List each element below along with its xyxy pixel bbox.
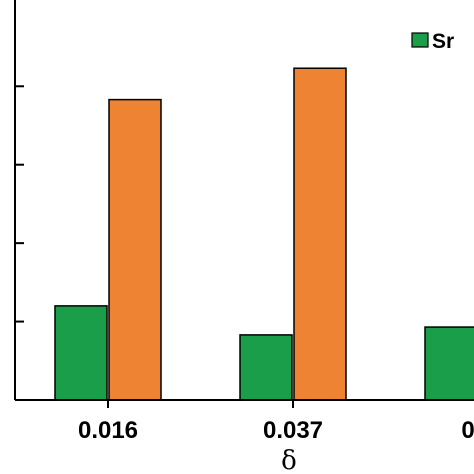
y-ticks [15,85,24,323]
bar-series2-0.016 [108,98,162,401]
axes-layer [14,0,474,401]
legend-label-sr: Sr [432,30,454,53]
bar-sr-0.037 [239,334,293,401]
legend: Sr [411,30,454,53]
x-ticks: 0.016 0.037 0.1 [78,400,474,444]
x-axis-label: δ [281,446,297,474]
x-tick-label-0.1: 0.1 [461,417,474,444]
bar-sr-0.1 [424,326,474,401]
bars-layer [54,67,474,401]
x-tick-label-0.037: 0.037 [263,417,323,444]
bar-sr-0.016 [54,305,108,401]
bar-series2-0.037 [293,67,347,401]
legend-swatch-sr [411,32,429,48]
x-tick-label-0.016: 0.016 [78,417,138,444]
